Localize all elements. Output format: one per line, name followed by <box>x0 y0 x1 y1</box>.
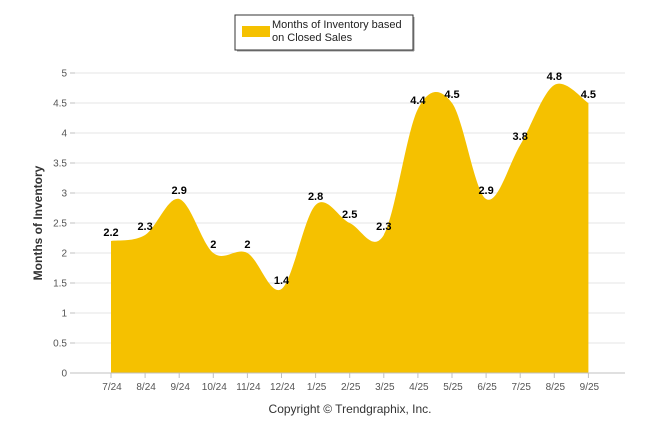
x-tick-label: 12/24 <box>270 382 295 393</box>
copyright-footer: Copyright © Trendgraphix, Inc. <box>269 402 432 416</box>
x-axis-ticks: 7/24 8/24 9/24 10/24 11/24 12/24 1/25 2/25 3/25 4… <box>102 373 600 393</box>
data-label: 2.5 <box>342 209 357 221</box>
y-axis-title: Months of Inventory <box>31 165 45 280</box>
data-label: 4.5 <box>581 89 596 101</box>
legend-label-line2: on Closed Sales <box>272 32 353 44</box>
x-tick-label: 11/24 <box>236 382 261 393</box>
data-label: 2 <box>210 239 216 251</box>
data-label: 2 <box>244 239 250 251</box>
y-tick-label: 2 <box>61 249 67 260</box>
y-tick-label: 5 <box>61 69 67 80</box>
y-tick-label: 4 <box>61 129 67 140</box>
data-label: 2.9 <box>478 185 493 197</box>
y-tick-label: 3 <box>61 189 67 200</box>
data-label: 4.4 <box>410 95 426 107</box>
x-tick-label: 9/24 <box>170 382 190 393</box>
y-tick-label: 2.5 <box>53 219 67 230</box>
data-labels: 2.2 2.3 2.9 2 2 1.4 2.8 2.5 2.3 4.4 4.5 2.9 3.8 4.8 4.… <box>103 71 596 287</box>
x-tick-label: 3/25 <box>375 382 395 393</box>
y-axis-ticks: 0 0.5 1 1.5 2 2.5 3 3.5 4 4.5 5 <box>53 69 75 380</box>
data-label: 2.3 <box>376 221 391 233</box>
x-tick-label: 8/25 <box>546 382 566 393</box>
x-tick-label: 9/25 <box>580 382 600 393</box>
legend-label-line1: Months of Inventory based <box>272 19 402 31</box>
y-tick-label: 1.5 <box>53 279 67 290</box>
x-tick-label: 5/25 <box>443 382 463 393</box>
x-tick-label: 6/25 <box>477 382 497 393</box>
data-label: 2.8 <box>308 191 323 203</box>
y-tick-label: 4.5 <box>53 99 67 110</box>
x-tick-label: 7/25 <box>511 382 531 393</box>
data-label: 2.9 <box>172 185 187 197</box>
data-label: 2.3 <box>137 221 152 233</box>
data-label: 2.2 <box>103 227 118 239</box>
legend: Months of Inventory based on Closed Sale… <box>234 14 415 52</box>
data-label: 1.4 <box>274 275 290 287</box>
inventory-area-series <box>111 83 589 373</box>
y-tick-label: 3.5 <box>53 159 67 170</box>
x-tick-label: 4/25 <box>409 382 429 393</box>
x-tick-label: 8/24 <box>136 382 156 393</box>
y-tick-label: 1 <box>61 309 67 320</box>
x-tick-label: 2/25 <box>341 382 361 393</box>
x-tick-label: 7/24 <box>102 382 122 393</box>
y-tick-label: 0.5 <box>53 339 67 350</box>
y-tick-label: 0 <box>61 369 67 380</box>
legend-swatch <box>242 26 270 37</box>
x-tick-label: 1/25 <box>307 382 327 393</box>
data-label: 4.8 <box>547 71 562 83</box>
x-tick-label: 10/24 <box>202 382 227 393</box>
data-label: 3.8 <box>513 131 528 143</box>
data-label: 4.5 <box>444 89 459 101</box>
